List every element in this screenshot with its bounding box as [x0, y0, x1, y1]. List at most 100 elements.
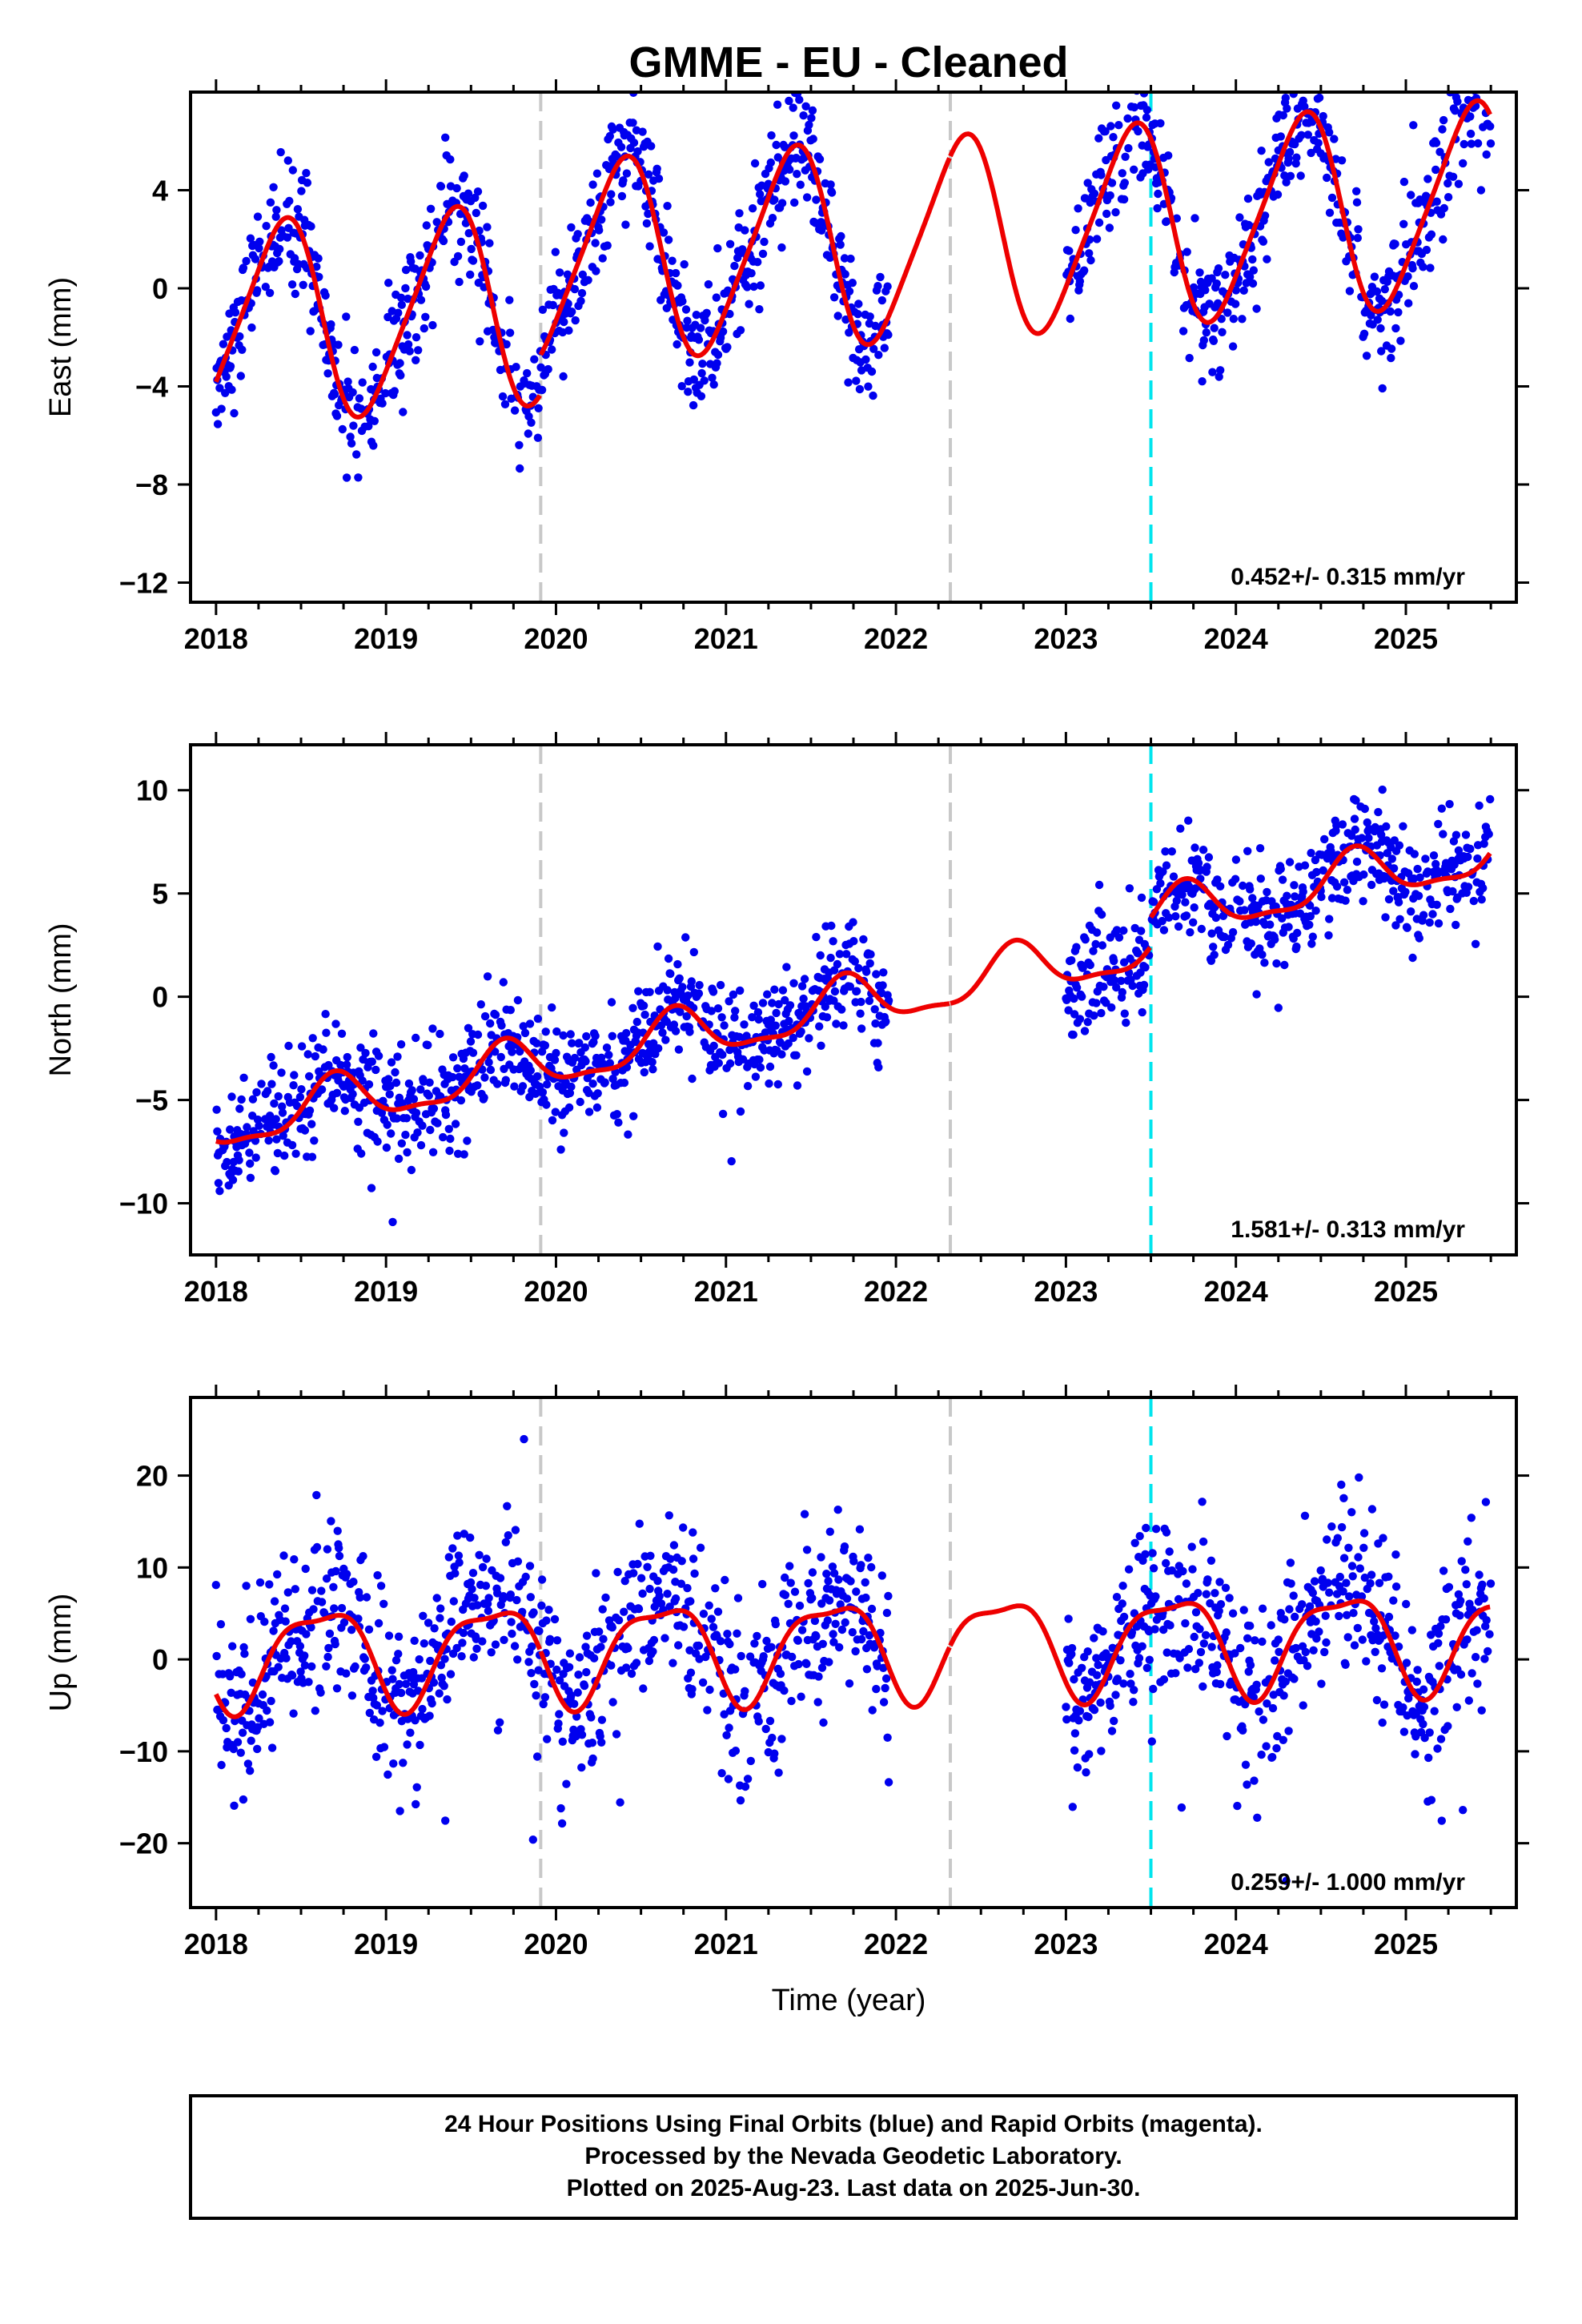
data-point — [1322, 1638, 1331, 1647]
data-point — [628, 119, 637, 127]
data-point — [1391, 1631, 1399, 1640]
data-point — [335, 1551, 344, 1561]
data-point — [677, 1557, 686, 1566]
data-point — [424, 1040, 432, 1050]
data-point — [815, 1022, 824, 1031]
data-point — [604, 1051, 613, 1059]
data-point — [799, 111, 808, 120]
data-point — [1135, 1532, 1144, 1541]
data-point — [686, 1668, 696, 1677]
data-point — [441, 1816, 450, 1825]
data-point — [612, 1110, 621, 1119]
data-point — [253, 212, 263, 221]
data-point — [402, 1114, 412, 1123]
data-point — [1092, 235, 1102, 243]
data-point — [629, 1569, 638, 1578]
data-point — [862, 967, 871, 976]
data-point — [1124, 143, 1133, 153]
data-point — [1350, 1641, 1359, 1650]
data-point — [668, 256, 677, 265]
data-point — [705, 1685, 714, 1695]
data-point — [799, 994, 808, 1003]
data-point — [1468, 1606, 1477, 1614]
data-point — [331, 1639, 339, 1649]
data-point — [669, 1565, 678, 1574]
data-point — [629, 1112, 638, 1121]
data-point — [354, 1117, 363, 1127]
data-point — [235, 332, 244, 341]
data-point — [410, 1636, 419, 1645]
data-point — [829, 937, 837, 946]
data-point — [347, 1691, 357, 1700]
data-point — [476, 1000, 485, 1009]
data-point — [387, 1666, 396, 1675]
data-point — [1263, 887, 1271, 897]
y-tick-label: 0 — [152, 981, 168, 1014]
data-point — [1289, 1591, 1298, 1600]
data-point — [542, 1616, 551, 1625]
data-point — [1067, 1643, 1077, 1653]
data-point — [432, 218, 441, 227]
data-point — [564, 326, 573, 335]
data-point — [841, 270, 849, 279]
data-point — [1362, 352, 1371, 360]
data-point — [1335, 1572, 1345, 1582]
data-point — [280, 1151, 289, 1160]
data-point — [525, 1019, 535, 1028]
final-orbit-points — [211, 92, 1496, 482]
data-point — [243, 1123, 251, 1132]
data-point — [1454, 1590, 1464, 1599]
data-point — [1201, 286, 1210, 295]
data-point — [1452, 920, 1460, 930]
data-point — [373, 1570, 382, 1580]
data-point — [768, 214, 777, 223]
data-point — [1078, 963, 1087, 972]
data-point — [620, 1078, 629, 1088]
data-point — [1070, 1746, 1079, 1755]
data-point — [1217, 315, 1226, 324]
data-point — [624, 1130, 632, 1139]
data-point — [661, 1634, 669, 1642]
data-point — [496, 1574, 505, 1582]
data-point — [688, 1074, 697, 1084]
data-point — [1259, 237, 1268, 246]
data-point — [451, 1569, 460, 1578]
data-point — [394, 1632, 404, 1641]
x-tick-label: 2025 — [1374, 1928, 1438, 1960]
data-point — [1347, 1562, 1357, 1570]
data-point — [714, 1059, 723, 1068]
data-point — [1367, 1570, 1376, 1579]
data-point — [773, 1080, 782, 1089]
data-point — [834, 1575, 843, 1584]
data-point — [1359, 870, 1368, 879]
x-tick-label: 2019 — [354, 1928, 418, 1960]
data-point — [827, 188, 837, 197]
data-point — [705, 1601, 713, 1610]
data-point — [1315, 1627, 1323, 1636]
data-point — [507, 1618, 516, 1626]
data-point — [300, 1651, 309, 1660]
data-point — [491, 1640, 500, 1649]
data-point — [713, 1004, 723, 1013]
data-point — [833, 312, 842, 320]
data-point — [1460, 139, 1468, 149]
data-point — [508, 1629, 516, 1638]
data-point — [1445, 799, 1454, 809]
data-point — [857, 1634, 866, 1644]
data-point — [468, 1048, 478, 1057]
data-point — [1153, 203, 1162, 213]
data-point — [1408, 263, 1417, 273]
data-point — [1189, 918, 1198, 927]
data-point — [696, 1543, 705, 1552]
data-point — [682, 1011, 691, 1021]
data-point — [1204, 853, 1214, 862]
data-point — [608, 125, 617, 134]
y-tick-label: −20 — [119, 1827, 168, 1860]
data-point — [785, 165, 794, 174]
data-point — [1407, 1626, 1417, 1634]
footer: 24 Hour Positions Using Final Orbits (bl… — [189, 2094, 1518, 2220]
data-point — [441, 1110, 451, 1120]
data-point — [1337, 1480, 1346, 1490]
data-point — [1477, 895, 1486, 904]
data-point — [484, 1058, 493, 1067]
